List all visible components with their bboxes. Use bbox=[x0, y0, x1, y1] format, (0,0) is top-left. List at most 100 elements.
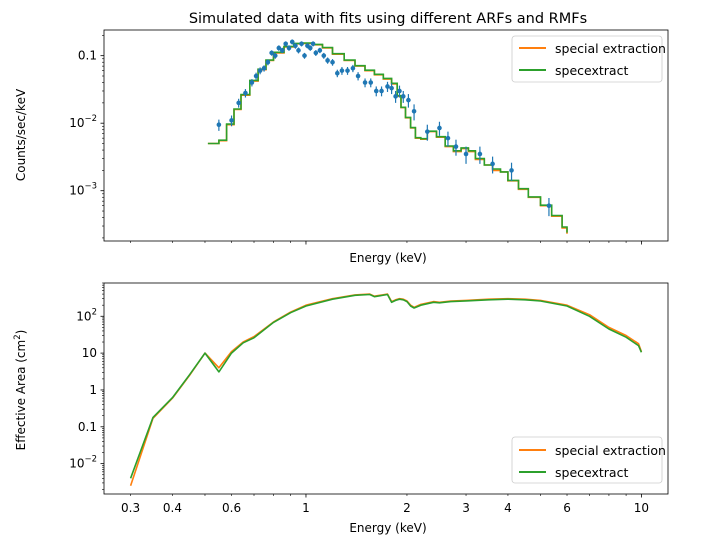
bottom-series-specextract bbox=[129, 293, 643, 479]
top-y-tick-label-exp: −3 bbox=[84, 182, 97, 192]
data-point bbox=[216, 122, 222, 127]
top-chart-title: Simulated data with fits using different… bbox=[189, 11, 587, 27]
data-point bbox=[379, 88, 384, 94]
top-y-tick-label-base: 10 bbox=[69, 184, 84, 198]
top-y-axis-label: Counts/sec/keV bbox=[14, 88, 28, 181]
data-point bbox=[397, 88, 402, 94]
data-point bbox=[350, 66, 356, 71]
bottom-y-tick-label-base: 10 bbox=[76, 309, 91, 323]
data-point bbox=[236, 100, 241, 106]
data-point bbox=[296, 48, 301, 53]
bottom-y-tick-label: 10−2 bbox=[69, 455, 97, 471]
data-point bbox=[437, 125, 442, 131]
bottom-axes-frame bbox=[103, 282, 669, 495]
bottom-legend: special extraction specextract bbox=[511, 436, 666, 484]
data-point bbox=[330, 59, 335, 65]
data-point bbox=[393, 94, 398, 99]
bottom-x-tick-label: 4 bbox=[504, 501, 512, 515]
top-legend-frame bbox=[511, 35, 663, 83]
bottom-y-tick-label: 10 bbox=[82, 346, 97, 360]
top-panel: Simulated data with fits using different… bbox=[14, 11, 669, 265]
data-point bbox=[362, 80, 368, 85]
bottom-x-axis-label: Energy (keV) bbox=[349, 521, 426, 535]
data-point bbox=[445, 135, 451, 141]
data-point bbox=[307, 45, 313, 51]
bottom-y-axis-label: Effective Area (cm2) bbox=[13, 330, 28, 451]
top-y-tick-label: 10−3 bbox=[69, 182, 97, 198]
bottom-x-tick-label: 6 bbox=[563, 501, 571, 515]
bottom-y-tick-label: 102 bbox=[76, 307, 97, 323]
data-point bbox=[269, 50, 274, 56]
data-point bbox=[477, 151, 483, 157]
data-point bbox=[293, 43, 298, 49]
top-y-tick-label-exp: −2 bbox=[84, 114, 97, 124]
bottom-legend-frame bbox=[511, 436, 663, 484]
data-point bbox=[411, 109, 417, 114]
bottom-x-axis: 0.3 0.4 0.6 1 2 3 4 6 10 bbox=[121, 494, 649, 515]
bottom-series-layer bbox=[129, 293, 643, 487]
bottom-x-tick-label: 3 bbox=[462, 501, 470, 515]
data-point bbox=[385, 84, 390, 89]
bottom-x-tick-label: 1 bbox=[302, 501, 310, 515]
data-point bbox=[286, 45, 292, 51]
data-point bbox=[339, 68, 345, 73]
top-x-axis bbox=[130, 241, 642, 245]
data-point bbox=[289, 39, 295, 45]
data-point bbox=[425, 129, 430, 134]
data-point bbox=[243, 90, 248, 96]
bottom-legend-label-specextract: specextract bbox=[555, 465, 628, 480]
data-point bbox=[299, 41, 304, 47]
bottom-y-tick-label: 1 bbox=[89, 383, 97, 397]
bottom-y-tick-label-exp: −2 bbox=[84, 455, 97, 465]
top-y-tick-label: 0.1 bbox=[78, 49, 97, 63]
top-y-tick-label-base: 10 bbox=[69, 116, 84, 130]
data-point bbox=[261, 66, 267, 71]
data-point bbox=[509, 168, 514, 173]
data-point bbox=[453, 144, 459, 149]
top-legend-label-specextract: specextract bbox=[555, 63, 628, 78]
data-point bbox=[279, 48, 285, 53]
bottom-legend-label-special: special extraction bbox=[555, 443, 666, 458]
bottom-x-tick-label: 0.3 bbox=[121, 501, 140, 515]
data-point bbox=[490, 161, 495, 167]
top-legend-label-special: special extraction bbox=[555, 41, 666, 56]
top-y-axis: 0.110−210−3 bbox=[69, 35, 104, 239]
top-y-tick-label: 10−2 bbox=[69, 114, 97, 130]
top-x-axis-label: Energy (keV) bbox=[349, 251, 426, 265]
data-point bbox=[406, 97, 411, 103]
data-point bbox=[265, 59, 271, 65]
data-point bbox=[400, 94, 406, 99]
bottom-y-axis-label-sup: 2 bbox=[13, 334, 23, 339]
data-point bbox=[310, 41, 316, 47]
data-point bbox=[355, 73, 361, 79]
data-point bbox=[229, 118, 234, 123]
bottom-x-tick-label: 10 bbox=[634, 501, 649, 515]
data-point bbox=[317, 48, 323, 53]
data-point bbox=[345, 68, 350, 73]
data-point bbox=[335, 70, 340, 76]
data-point bbox=[389, 85, 394, 91]
data-point bbox=[249, 80, 255, 85]
bottom-x-tick-label: 0.4 bbox=[163, 501, 182, 515]
data-point bbox=[321, 53, 327, 58]
bottom-x-tick-label: 0.6 bbox=[222, 501, 241, 515]
data-point bbox=[313, 50, 319, 56]
bottom-y-axis-label-main: Effective Area (cm bbox=[14, 340, 28, 451]
bottom-y-tick-label-base: 10 bbox=[69, 457, 84, 471]
top-axes-frame bbox=[103, 29, 669, 242]
top-series-layer bbox=[207, 39, 568, 234]
data-point bbox=[463, 151, 469, 157]
data-point bbox=[302, 53, 307, 58]
data-point bbox=[368, 80, 374, 85]
bottom-y-tick-label-exp: 2 bbox=[92, 307, 97, 317]
data-point bbox=[257, 68, 263, 73]
data-point bbox=[283, 41, 288, 47]
data-point bbox=[373, 88, 379, 94]
bottom-y-axis-label-end: ) bbox=[14, 330, 28, 335]
data-point bbox=[272, 53, 278, 58]
data-point bbox=[276, 45, 282, 51]
bottom-y-tick-label: 0.1 bbox=[78, 420, 97, 434]
